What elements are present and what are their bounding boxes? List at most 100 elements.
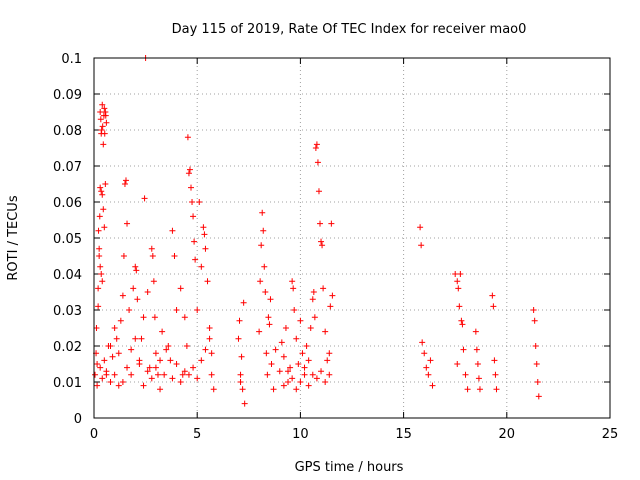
data-point <box>475 375 482 382</box>
data-point <box>455 285 462 292</box>
data-point <box>312 145 319 151</box>
data-point <box>132 335 139 342</box>
data-point <box>111 371 118 378</box>
y-tick-label: 0.05 <box>53 232 82 247</box>
data-point <box>237 379 244 385</box>
x-tick-label: 0 <box>90 427 98 442</box>
data-point <box>267 296 274 303</box>
data-point <box>256 328 263 335</box>
data-point <box>237 371 244 378</box>
data-point <box>177 379 184 385</box>
data-point <box>241 400 248 407</box>
data-point <box>318 368 325 375</box>
data-point <box>295 361 302 367</box>
data-point <box>109 353 116 360</box>
data-point <box>101 357 108 364</box>
data-point <box>282 325 289 331</box>
data-point <box>418 242 425 249</box>
data-point <box>326 350 333 357</box>
data-point <box>290 285 297 292</box>
data-point <box>185 170 192 177</box>
data-point <box>167 357 174 364</box>
data-point <box>210 386 217 393</box>
y-tick-label: 0.1 <box>61 52 82 67</box>
data-point <box>148 375 155 382</box>
data-point <box>194 307 201 313</box>
data-point <box>97 184 104 191</box>
data-point <box>152 364 159 371</box>
data-point <box>159 328 166 335</box>
data-point <box>97 364 104 371</box>
data-point <box>102 112 109 119</box>
data-point <box>476 386 483 393</box>
data-point <box>95 303 102 310</box>
y-axis-label: ROTI / TECUs <box>6 195 21 280</box>
data-point <box>532 343 539 349</box>
data-point <box>191 238 198 245</box>
data-point <box>128 346 135 353</box>
data-point <box>240 299 247 306</box>
data-point <box>95 285 102 292</box>
x-tick-label: 25 <box>602 427 619 442</box>
data-point <box>425 371 432 378</box>
data-point <box>208 350 215 357</box>
data-point <box>297 379 304 385</box>
data-point <box>124 364 131 371</box>
data-point <box>310 289 317 295</box>
data-point <box>303 343 310 349</box>
data-point <box>122 177 129 184</box>
data-point <box>150 278 157 285</box>
data-point <box>311 314 318 321</box>
data-point <box>101 224 108 231</box>
y-tick-label: 0.01 <box>53 376 82 391</box>
data-point <box>98 127 105 133</box>
data-point <box>297 317 304 324</box>
data-point <box>120 253 127 259</box>
data-point <box>457 271 464 277</box>
data-point <box>96 213 103 220</box>
data-point <box>329 292 336 299</box>
data-point <box>202 245 209 252</box>
data-point <box>190 213 197 220</box>
y-tick-label: 0.04 <box>53 268 82 283</box>
data-point <box>157 357 164 364</box>
data-point <box>257 278 264 285</box>
data-point <box>473 346 480 353</box>
data-point <box>276 368 283 375</box>
data-point <box>262 289 269 295</box>
data-point <box>154 371 161 378</box>
data-point <box>169 375 176 382</box>
data-point <box>459 321 466 328</box>
data-point <box>533 361 540 367</box>
data-point <box>99 278 106 285</box>
data-point <box>179 371 186 378</box>
data-point <box>117 317 124 324</box>
data-point <box>268 361 275 367</box>
data-point <box>293 335 300 342</box>
y-tick-label: 0.02 <box>53 340 82 355</box>
data-point <box>95 227 102 234</box>
data-point <box>100 206 107 213</box>
data-point <box>265 314 272 321</box>
data-point <box>181 368 188 375</box>
data-point <box>184 134 191 141</box>
data-point <box>103 119 110 126</box>
data-point <box>194 375 201 382</box>
data-point <box>92 371 99 378</box>
data-point <box>280 382 287 389</box>
data-point <box>181 314 188 321</box>
data-point <box>491 357 498 364</box>
data-point <box>460 346 467 353</box>
data-point <box>260 227 267 234</box>
data-point <box>96 245 103 252</box>
data-point <box>258 242 265 249</box>
data-point <box>124 220 131 227</box>
grid-lines <box>94 58 610 418</box>
data-point <box>190 364 197 371</box>
data-point <box>171 253 178 259</box>
data-point <box>315 188 322 195</box>
data-point <box>204 278 211 285</box>
data-point <box>96 253 103 259</box>
data-point <box>208 371 215 378</box>
